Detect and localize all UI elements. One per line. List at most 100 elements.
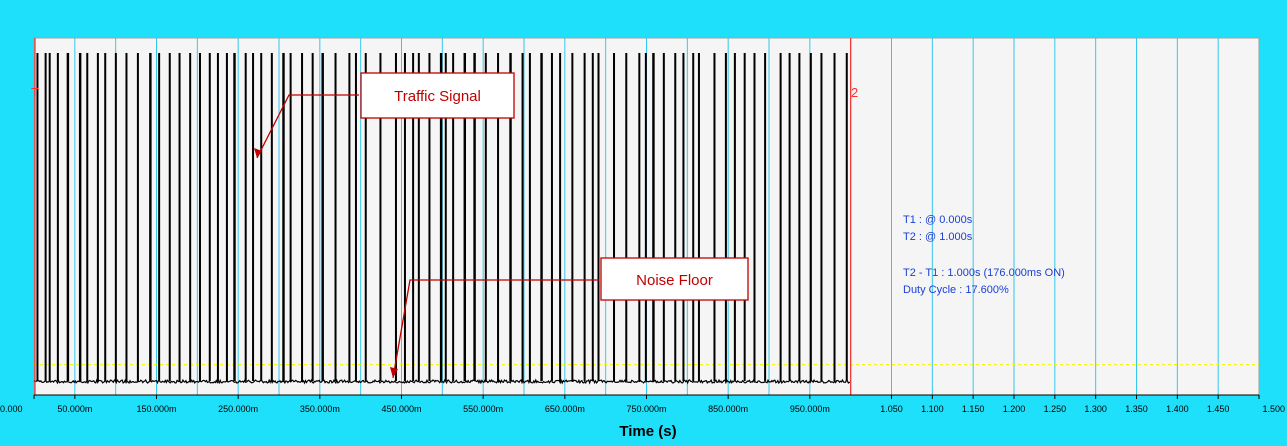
signal-pulse <box>311 53 314 381</box>
readout-delta: T2 - T1 : 1.000s (176.000ms ON) <box>903 267 1065 279</box>
signal-pulse <box>136 53 139 381</box>
x-tick-label: 1.500 <box>1262 404 1285 414</box>
signal-pulse <box>692 53 695 381</box>
signal-pulse <box>833 53 836 381</box>
signal-pulse <box>394 53 397 381</box>
signal-pulse <box>225 53 228 381</box>
signal-pulse <box>559 53 562 381</box>
signal-pulse <box>233 53 236 381</box>
traffic-signal-arrowhead <box>254 148 262 158</box>
signal-pulse <box>583 53 586 381</box>
x-tick-label: 0.000 <box>0 404 23 414</box>
signal-pulse <box>597 53 600 381</box>
signal-pulse <box>743 53 746 381</box>
x-tick-label: 1.150 <box>962 404 985 414</box>
signal-pulse <box>452 53 455 381</box>
signal-pulse <box>282 53 285 381</box>
signal-pulse <box>44 53 47 381</box>
x-tick-label: 1.050 <box>880 404 903 414</box>
signal-pulse <box>439 53 443 381</box>
signal-pulse <box>697 53 700 381</box>
signal-pulse <box>428 53 431 381</box>
x-tick-label: 350.000m <box>300 404 340 414</box>
signal-pulse <box>403 53 406 381</box>
signal-pulse <box>379 53 382 381</box>
signal-pulse <box>36 53 39 381</box>
signal-pulse <box>713 53 716 381</box>
signal-pulse <box>613 53 616 381</box>
noise-floor-arrow <box>392 279 599 379</box>
signal-pulse <box>638 53 641 381</box>
signal-pulse <box>260 53 263 381</box>
signal-pulse <box>521 53 524 381</box>
cursor-readout: T1 : @ 0.000s T2 : @ 1.000s T2 - T1 : 1.… <box>903 214 1065 296</box>
x-tick-label: 950.000m <box>790 404 830 414</box>
signal-pulse <box>571 53 574 381</box>
signal-pulse <box>348 53 351 381</box>
traffic-signal-label: Traffic Signal <box>394 88 481 105</box>
x-axis-label: Time (s) <box>619 423 676 440</box>
x-tick-label: 650.000m <box>545 404 585 414</box>
signal-pulse <box>809 53 812 381</box>
signal-pulse <box>625 53 628 381</box>
signal-pulse <box>463 53 467 381</box>
x-tick-label: 1.400 <box>1166 404 1189 414</box>
signal-pulse <box>497 53 500 381</box>
signal-pulse <box>540 53 543 381</box>
traffic-signal-arrow <box>256 94 359 159</box>
signal-pulse <box>733 53 736 381</box>
signal-pulse <box>550 53 553 381</box>
signal-pulse <box>788 53 791 381</box>
x-tick-label: 850.000m <box>708 404 748 414</box>
signal-pulse <box>86 53 89 381</box>
signal-pulse <box>674 53 677 381</box>
signal-pulse <box>412 53 415 381</box>
signal-pulse <box>270 53 273 381</box>
signal-pulse <box>56 53 59 381</box>
signal-pulse <box>321 53 324 381</box>
signal-pulse <box>764 53 767 381</box>
noise-floor-label: Noise Floor <box>636 272 713 289</box>
signal-pulse <box>652 53 655 381</box>
x-axis-ticks: 0.000 50.000m 150.000m 250.000m 350.000m 450.… <box>0 394 1285 414</box>
cursor-t2-marker: 2 <box>851 85 858 100</box>
readout-t2: T2 : @ 1.000s <box>903 231 973 243</box>
signal-pulse <box>528 53 531 381</box>
x-tick-label: 1.450 <box>1207 404 1230 414</box>
signal-pulse <box>216 53 219 381</box>
signal-pulse <box>798 53 801 381</box>
signal-pulse <box>244 53 247 381</box>
signal-pulse <box>149 53 152 381</box>
noise-floor-arrowhead <box>390 367 398 378</box>
signal-pulse <box>473 53 476 381</box>
signal-pulse <box>334 53 337 381</box>
signal-pulse <box>208 53 211 381</box>
signal-pulse <box>104 53 107 381</box>
signal-pulse <box>354 53 357 381</box>
signal-pulse <box>78 53 82 381</box>
x-tick-label: 250.000m <box>218 404 258 414</box>
signal-pulse <box>301 53 304 381</box>
cursor-t1-marker: T <box>31 85 39 100</box>
signal-pulse <box>779 53 782 381</box>
x-tick-label: 750.000m <box>626 404 666 414</box>
signal-pulse <box>591 53 594 381</box>
signal-pulse <box>66 53 70 381</box>
signal-pulse <box>753 53 756 381</box>
signal-pulse <box>158 53 161 381</box>
x-tick-label: 1.300 <box>1084 404 1107 414</box>
signal-pulse <box>48 53 51 381</box>
signal-pulse <box>662 53 665 381</box>
signal-pulse <box>417 53 420 381</box>
readout-duty-cycle: Duty Cycle : 17.600% <box>903 284 1009 296</box>
signal-trace <box>33 53 851 385</box>
signal-pulse <box>189 53 192 381</box>
x-tick-label: 50.000m <box>57 404 92 414</box>
x-tick-label: 550.000m <box>463 404 503 414</box>
signal-pulse <box>364 53 367 381</box>
x-tick-label: 150.000m <box>136 404 176 414</box>
x-tick-label: 1.350 <box>1125 404 1148 414</box>
signal-pulse <box>724 53 727 381</box>
signal-pulse <box>125 53 128 381</box>
